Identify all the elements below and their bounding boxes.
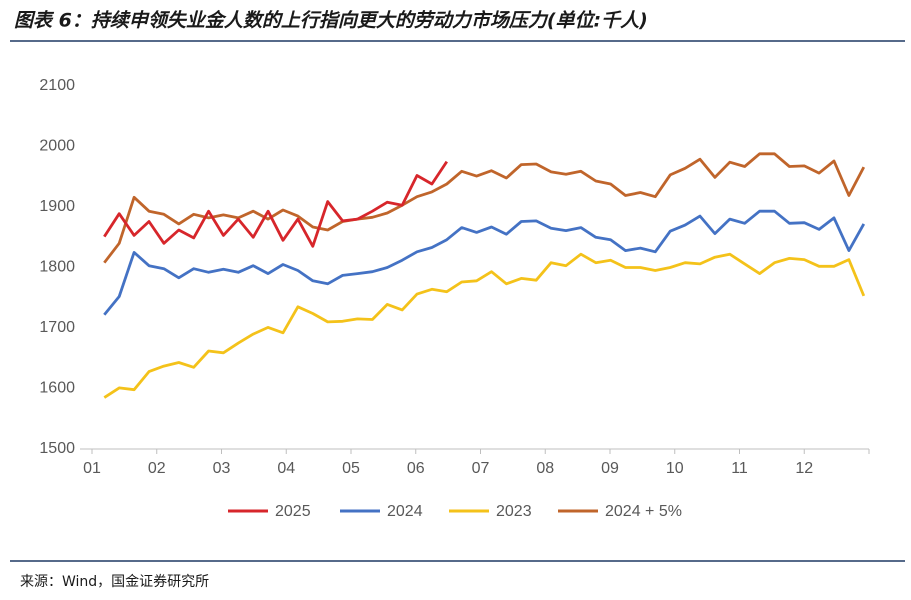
x-tick-label: 08 [536, 460, 554, 477]
x-tick-label: 05 [342, 460, 360, 477]
y-tick-label: 1500 [39, 440, 75, 457]
x-tick-label: 12 [795, 460, 813, 477]
chart-title: 图表 6：持续申领失业金人数的上行指向更大的劳动力市场压力(单位:千人) [14, 10, 648, 32]
legend-label: 2024 + 5% [605, 503, 682, 520]
source: 来源：Wind，国金证券研究所 [20, 574, 209, 590]
y-tick-label: 2100 [39, 77, 75, 94]
x-tick-label: 01 [83, 460, 101, 477]
series-line [103, 252, 866, 399]
series-line [103, 160, 448, 248]
series-line [103, 209, 866, 316]
y-tick-label: 1600 [39, 380, 75, 397]
x-tick-label: 03 [213, 460, 231, 477]
x-tick-label: 07 [472, 460, 490, 477]
x-tick-label: 11 [731, 460, 748, 477]
x-tick-label: 02 [148, 460, 166, 477]
y-tick-label: 2000 [39, 138, 75, 155]
y-tick-label: 1900 [39, 198, 75, 215]
x-tick-label: 10 [666, 460, 684, 477]
series-line [103, 152, 866, 264]
y-tick-label: 1700 [39, 319, 75, 336]
y-tick-label: 1800 [39, 259, 75, 276]
legend-label: 2024 [387, 503, 423, 520]
x-tick-label: 09 [601, 460, 619, 477]
legend-label: 2023 [496, 503, 532, 520]
x-tick-label: 06 [407, 460, 425, 477]
legend-label: 2025 [275, 503, 311, 520]
x-tick-label: 04 [277, 460, 295, 477]
